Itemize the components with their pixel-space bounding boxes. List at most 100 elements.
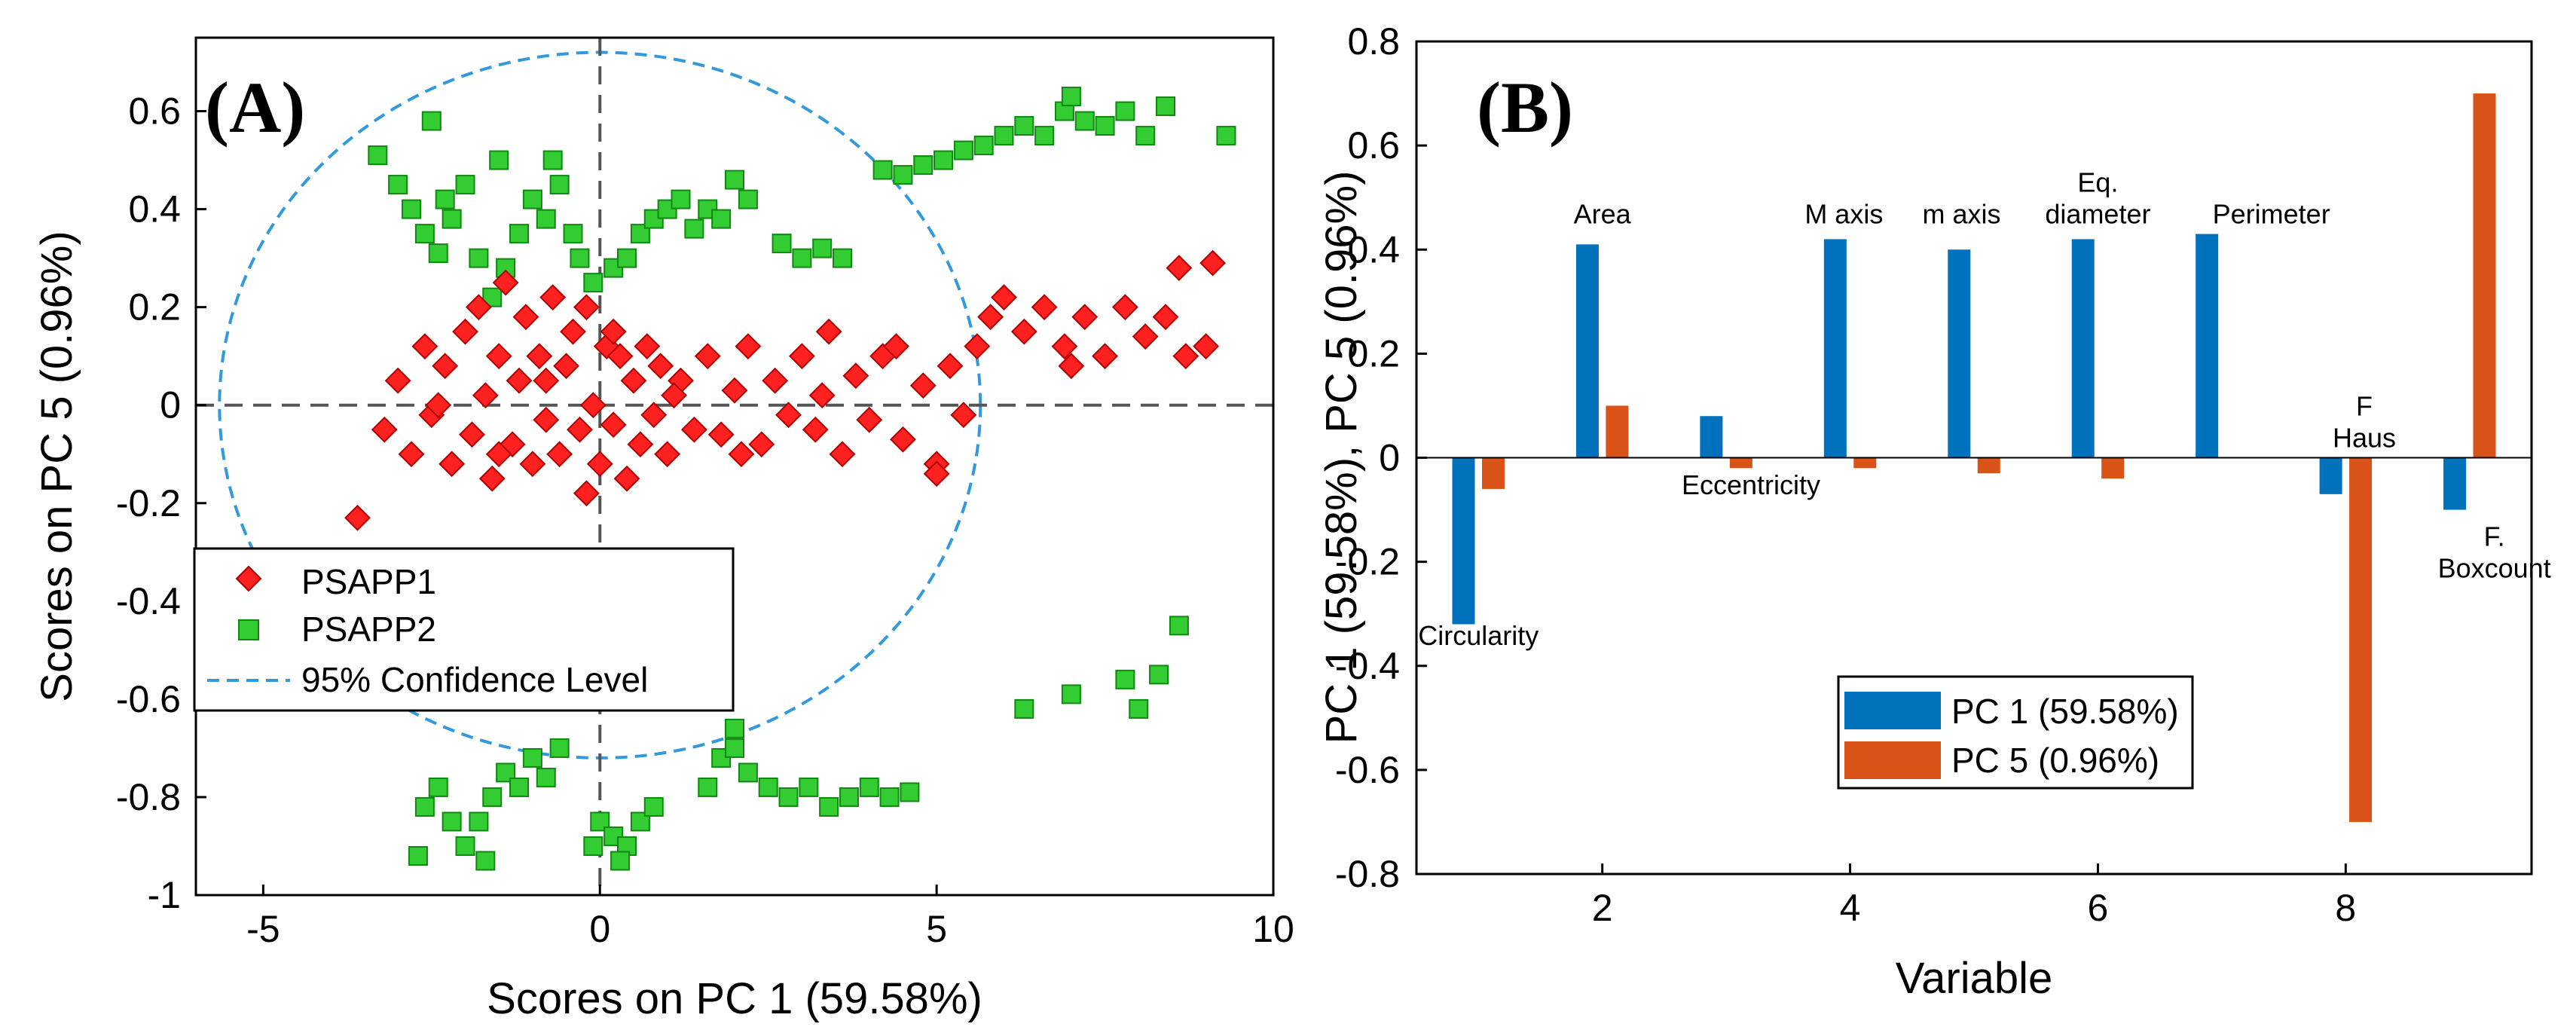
point-psapp1 — [600, 318, 627, 345]
point-psapp2 — [428, 243, 448, 264]
point-psapp1 — [411, 333, 439, 360]
point-psapp2 — [442, 811, 462, 832]
point-psapp2 — [725, 718, 744, 738]
panel-a-x-axis-label: Scores on PC 1 (59.58%) — [487, 974, 982, 1023]
legend-label-psapp1: PSAPP1 — [301, 562, 436, 601]
point-psapp1 — [478, 465, 506, 492]
point-psapp1 — [553, 353, 579, 380]
point-psapp1 — [1010, 318, 1037, 345]
point-psapp2 — [475, 851, 496, 871]
point-psapp2 — [489, 150, 509, 170]
point-psapp2 — [859, 777, 879, 797]
point-psapp2 — [1149, 665, 1169, 685]
bar-pc5 — [1481, 457, 1505, 489]
point-psapp2 — [1115, 669, 1135, 689]
point-psapp1 — [620, 367, 647, 394]
point-psapp1 — [533, 406, 560, 433]
point-psapp1 — [573, 480, 600, 507]
panel-a-legend: PSAPP1 PSAPP2 95% Confidence Level — [193, 547, 735, 712]
panel-a-y-axis-label: Scores on PC 5 (0.96%) — [32, 231, 81, 701]
y-tick-label: -1 — [148, 874, 181, 916]
point-psapp1 — [519, 451, 546, 478]
point-psapp2 — [1095, 116, 1115, 136]
bar-pc5 — [1606, 405, 1629, 458]
point-psapp1 — [890, 426, 916, 453]
point-psapp1 — [485, 441, 512, 468]
point-psapp2 — [913, 155, 934, 176]
point-psapp1 — [1132, 323, 1159, 350]
point-psapp1 — [1111, 294, 1138, 321]
point-psapp2 — [758, 777, 778, 797]
panel-b-y-axis-label: PC 1 (59.58%), PC 5 (0.96%) — [1317, 171, 1366, 744]
point-psapp2 — [469, 811, 489, 832]
point-psapp2 — [1061, 87, 1081, 107]
point-psapp2 — [469, 248, 489, 268]
point-psapp2 — [408, 845, 428, 866]
point-psapp1 — [459, 421, 485, 448]
point-psapp2 — [1014, 116, 1034, 136]
point-psapp1 — [728, 441, 755, 468]
panel-a-label: (A) — [205, 67, 305, 148]
y-tick-label: 0.2 — [128, 286, 181, 329]
point-psapp1 — [465, 294, 492, 321]
point-psapp1 — [384, 367, 411, 394]
bar-pc1 — [1452, 457, 1475, 625]
point-psapp1 — [472, 382, 499, 409]
bar-annotation: Haus — [2333, 423, 2396, 454]
bar-annotation: Eq. — [2077, 167, 2118, 198]
point-psapp1 — [1092, 343, 1118, 370]
y-tick-label: -0.8 — [1335, 853, 1400, 895]
bar-pc5 — [2473, 93, 2496, 458]
point-psapp2 — [617, 248, 637, 268]
bar-pc5 — [2101, 457, 2125, 479]
bar-annotation: F. — [2484, 521, 2505, 552]
point-psapp2 — [549, 175, 570, 195]
point-psapp1 — [586, 451, 613, 478]
point-psapp2 — [973, 136, 994, 156]
point-psapp2 — [792, 248, 812, 268]
point-psapp1 — [546, 441, 573, 468]
bar-pc5 — [2349, 457, 2373, 822]
point-psapp2 — [442, 209, 462, 229]
point-psapp1 — [344, 504, 371, 531]
y-tick-label: 0.6 — [128, 90, 181, 133]
point-psapp2 — [1156, 96, 1175, 117]
point-psapp1 — [533, 367, 560, 394]
point-psapp1 — [579, 392, 607, 419]
point-psapp1 — [842, 362, 869, 390]
point-psapp2 — [725, 170, 744, 190]
y-tick-label: -0.2 — [1335, 541, 1400, 583]
point-psapp2 — [671, 189, 691, 209]
bar-pc1 — [1823, 239, 1847, 458]
point-psapp2 — [1115, 101, 1135, 121]
panel-a-axes-box — [194, 36, 1275, 897]
point-psapp2 — [435, 189, 455, 209]
point-psapp1 — [856, 406, 883, 433]
point-psapp2 — [455, 175, 475, 195]
y-tick-label: -0.6 — [116, 678, 181, 720]
legend-swatch-pc1 — [1844, 692, 1941, 729]
point-psapp1 — [923, 460, 950, 487]
point-psapp2 — [684, 219, 704, 239]
point-psapp1 — [909, 372, 937, 399]
bar-annotation: Perimeter — [2213, 199, 2330, 230]
x-tick-label: 5 — [926, 908, 947, 950]
x-tick-label: 10 — [1252, 908, 1294, 950]
point-psapp2 — [643, 796, 664, 817]
point-psapp2 — [583, 273, 604, 293]
point-psapp1 — [680, 416, 707, 443]
point-psapp2 — [570, 248, 590, 268]
point-psapp1 — [539, 284, 567, 311]
panel-b-bar: 2 4 6 8 -0.8 -0.6 -0.4 -0.2 0 0.2 0.4 0.6 0.8 Circul… — [1317, 20, 2551, 1003]
x-tick-label: -5 — [246, 908, 280, 950]
point-psapp2 — [428, 777, 448, 797]
point-psapp2 — [522, 747, 542, 768]
point-psapp2 — [799, 777, 819, 797]
point-psapp2 — [819, 796, 839, 817]
point-psapp1 — [485, 343, 512, 370]
point-psapp1 — [654, 441, 681, 468]
point-psapp1 — [721, 377, 748, 404]
x-tick-label: 2 — [1592, 887, 1613, 929]
point-psapp2 — [934, 150, 954, 170]
